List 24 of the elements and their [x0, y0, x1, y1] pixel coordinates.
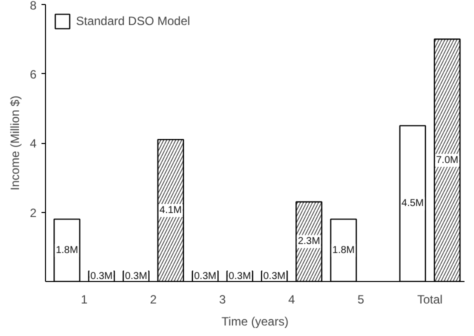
x-axis-title: Time (years)	[222, 314, 288, 328]
data-label: 0.3M	[263, 270, 286, 282]
data-label: 2.3M	[298, 236, 320, 248]
y-tick-label: 2	[30, 206, 37, 220]
y-tick-label: 8	[30, 0, 37, 12]
y-tick-label: 4	[30, 136, 37, 150]
data-label: 0.3M	[124, 270, 148, 282]
data-label: 4.5M	[402, 198, 424, 210]
data-label: 1.8M	[332, 244, 355, 256]
x-tick-label: Total	[417, 292, 443, 306]
y-axis-title: Income (Million $)	[8, 96, 22, 190]
data-label: 0.3M	[90, 270, 113, 282]
data-label: 0.3M	[194, 270, 216, 282]
data-label: 1.8M	[56, 244, 78, 256]
data-label: 4.1M	[160, 205, 182, 216]
data-label: 0.3M	[228, 270, 251, 282]
x-tick-label: 3	[219, 292, 226, 306]
x-tick-label: 2	[150, 292, 158, 306]
x-tick-label: 1	[80, 292, 88, 306]
y-tick-label: 6	[30, 67, 37, 82]
data-label: 7.0M	[436, 154, 458, 166]
x-tick-label: 4	[288, 292, 296, 306]
legend-label: Standard DSO Model	[76, 14, 190, 28]
x-tick-label: 5	[357, 292, 364, 306]
